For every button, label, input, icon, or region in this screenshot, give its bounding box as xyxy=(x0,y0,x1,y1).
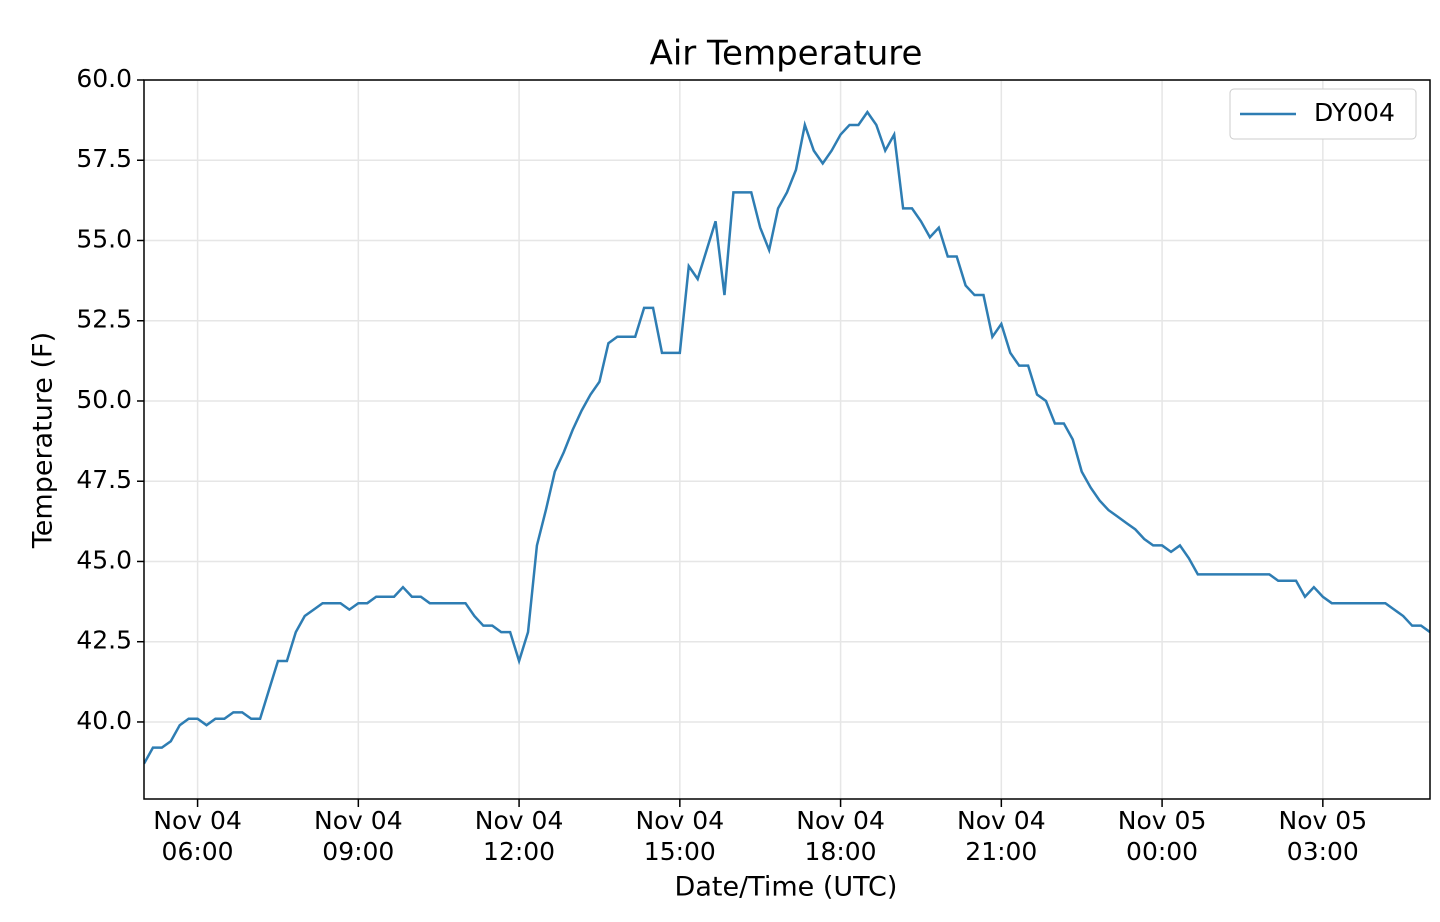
y-axis-label: Temperature (F) xyxy=(28,332,59,549)
x-tick-label: Nov 04 18:00 xyxy=(796,806,885,866)
legend-box xyxy=(1229,88,1417,140)
x-tick-label: Nov 05 03:00 xyxy=(1278,806,1368,866)
y-tick-label: 52.5 xyxy=(76,305,132,334)
x-tick-label: Nov 04 09:00 xyxy=(314,806,403,866)
x-tick-label: Nov 04 12:00 xyxy=(474,806,564,866)
x-axis-label: Date/Time (UTC) xyxy=(675,872,898,903)
x-tick-label: Nov 04 15:00 xyxy=(635,806,725,866)
x-tick-label: Nov 04 06:00 xyxy=(153,806,242,866)
legend-label: DY004 xyxy=(1314,98,1395,127)
y-tick-label: 40.0 xyxy=(76,706,132,735)
x-tick-label: Nov 05 00:00 xyxy=(1117,806,1207,866)
plot-frame xyxy=(143,79,1431,800)
data-line xyxy=(144,109,1430,765)
y-tick-label: 42.5 xyxy=(76,626,132,655)
x-tick-label: Nov 04 21:00 xyxy=(957,806,1046,866)
y-tick-label: 57.5 xyxy=(76,144,132,173)
y-tick-label: 55.0 xyxy=(76,224,132,253)
y-tick-label: 60.0 xyxy=(76,64,132,93)
y-tick-label: 50.0 xyxy=(76,385,132,414)
y-tick-label: 47.5 xyxy=(76,465,132,494)
y-tick-label: 45.0 xyxy=(76,545,132,574)
chart-title: Air Temperature xyxy=(650,34,923,74)
